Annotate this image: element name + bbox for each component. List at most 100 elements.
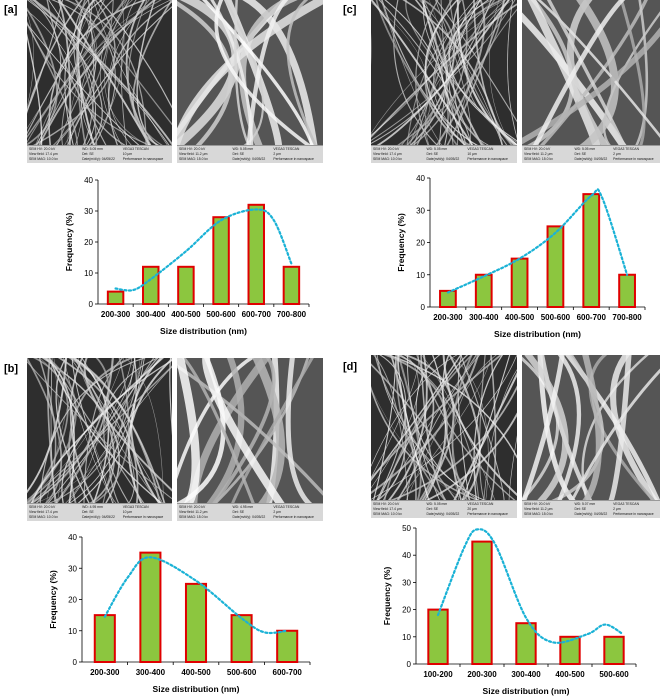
bar-200-300 bbox=[106, 290, 125, 306]
panel-label-d: [d] bbox=[343, 361, 358, 373]
sem-info-text: 2 μm bbox=[273, 510, 281, 515]
sem-info-text: 10 μm bbox=[122, 510, 133, 515]
y-axis-label: Frequency (%) bbox=[64, 213, 74, 272]
y-tick-label: 20 bbox=[402, 606, 411, 615]
fit-curve bbox=[114, 208, 293, 292]
bar-600-700 bbox=[582, 193, 601, 308]
sem-info-text: 20 μm bbox=[467, 507, 477, 512]
sem-info-text: SEM HV: 20.0 kV bbox=[29, 147, 56, 151]
x-tick-label: 700-800 bbox=[612, 313, 642, 322]
sem-info-text: SEM HV: 20.0 kV bbox=[179, 147, 206, 151]
x-tick-label: 200-300 bbox=[433, 313, 463, 322]
sem-info-text: SEM MAG: 15.0 kx bbox=[524, 157, 553, 162]
sem-info-text: SEM HV: 20.0 kV bbox=[524, 147, 551, 151]
sem-info-bar: SEM HV: 20.0 kV WD: 5.05 mm VEGA3 TESCAN Vi… bbox=[177, 145, 323, 163]
sem-info-text: SEM MAG: 10.0 kx bbox=[373, 157, 402, 162]
y-tick-label: 50 bbox=[402, 524, 411, 533]
sem-info-text: 2 μm bbox=[613, 507, 621, 512]
sem-info-bar: SEM HV: 20.0 kV WD: 5.05 mm VEGA3 TESCAN Vi… bbox=[371, 500, 517, 518]
sem-info-text: SEM HV: 20.0 kV bbox=[524, 502, 551, 506]
sem-fibres bbox=[27, 358, 172, 504]
sem-info-text: 10 μm bbox=[122, 152, 133, 157]
bar-500-600 bbox=[212, 216, 230, 305]
y-tick-label: 10 bbox=[84, 269, 93, 278]
sem-info-text: Det: SE bbox=[232, 152, 245, 157]
x-tick-label: 100-200 bbox=[423, 670, 453, 679]
sem-info-bar: SEM HV: 20.0 kV WD: 5.07 mm VEGA3 TESCAN Vi… bbox=[522, 500, 660, 518]
sem-image-c-left: SEM HV: 20.0 kV WD: 5.05 mm VEGA3 TESCAN Vi… bbox=[371, 0, 517, 163]
sem-info-text: VEGA3 TESCAN bbox=[613, 147, 640, 151]
sem-info-text: WD: 5.05 mm bbox=[82, 147, 103, 151]
y-tick-label: 30 bbox=[68, 564, 77, 573]
sem-fibres bbox=[177, 358, 323, 504]
sem-image-a-left: SEM HV: 20.0 kV WD: 5.05 mm VEGA3 TESCAN Vi… bbox=[27, 0, 172, 163]
sem-fibres bbox=[522, 355, 660, 501]
sem-info-text: Date(m/d/y): 04/05/22 bbox=[574, 512, 608, 517]
sem-info-text: Det: SE bbox=[574, 507, 587, 512]
sem-info-text: VEGA3 TESCAN bbox=[273, 505, 300, 509]
y-tick-label: 40 bbox=[402, 551, 411, 560]
sem-info-text: VEGA3 TESCAN bbox=[613, 502, 640, 506]
sem-info-text: Performance in nanospace bbox=[467, 157, 508, 162]
sem-info-text: WD: 4.95 mm bbox=[232, 505, 254, 509]
x-axis-label: Size distribution (nm) bbox=[160, 326, 247, 336]
x-tick-label: 600-700 bbox=[273, 668, 303, 677]
x-tick-label: 400-500 bbox=[171, 310, 201, 319]
sem-image-b-right: SEM HV: 20.0 kV WD: 4.95 mm VEGA3 TESCAN Vi… bbox=[177, 358, 323, 521]
x-tick-label: 300-400 bbox=[511, 670, 541, 679]
sem-info-text: VEGA3 TESCAN bbox=[273, 147, 300, 151]
x-tick-label: 700-800 bbox=[277, 310, 307, 319]
sem-image-d-right: SEM HV: 20.0 kV WD: 5.07 mm VEGA3 TESCAN Vi… bbox=[522, 355, 660, 518]
x-tick-label: 500-600 bbox=[599, 670, 629, 679]
bar-400-500 bbox=[184, 582, 208, 663]
x-tick-label: 600-700 bbox=[242, 310, 272, 319]
bar-500-600 bbox=[546, 225, 565, 308]
sem-info-text: 2 μm bbox=[613, 152, 621, 157]
sem-info-text: SEM MAG: 15.0 kx bbox=[179, 515, 208, 520]
bar-200-300 bbox=[439, 289, 457, 308]
sem-fibres bbox=[177, 0, 323, 146]
sem-info-text: Date(m/d/y): 04/05/22 bbox=[82, 157, 115, 162]
y-tick-label: 10 bbox=[68, 627, 77, 636]
sem-info-text: WD: 5.05 mm bbox=[232, 147, 254, 151]
x-tick-label: 500-600 bbox=[227, 668, 257, 677]
sem-info-text: Det: SE bbox=[426, 507, 439, 512]
sem-fibres bbox=[522, 0, 660, 146]
y-tick-label: 0 bbox=[73, 658, 78, 667]
y-tick-label: 40 bbox=[416, 174, 425, 183]
y-tick-label: 20 bbox=[68, 596, 77, 605]
y-tick-label: 0 bbox=[89, 300, 94, 309]
sem-info-text: View field: 17.4 μm bbox=[373, 507, 402, 512]
x-axis-label: Size distribution (nm) bbox=[483, 686, 570, 696]
sem-info-text: SEM HV: 20.0 kV bbox=[29, 505, 56, 509]
x-tick-label: 500-600 bbox=[541, 313, 571, 322]
y-tick-label: 30 bbox=[84, 207, 93, 216]
sem-info-text: Performance in nanospace bbox=[613, 512, 654, 517]
sem-info-text: 10 μm bbox=[467, 152, 477, 157]
sem-info-text: 2 μm bbox=[273, 152, 281, 157]
sem-info-text: WD: 5.07 mm bbox=[574, 502, 596, 506]
sem-image-d-left: SEM HV: 20.0 kV WD: 5.05 mm VEGA3 TESCAN Vi… bbox=[371, 355, 517, 518]
x-tick-label: 200-300 bbox=[101, 310, 131, 319]
bar-500-600 bbox=[603, 635, 625, 665]
x-tick-label: 400-500 bbox=[505, 313, 535, 322]
sem-info-text: View field: 11.2 μm bbox=[524, 507, 553, 512]
fit-curve bbox=[446, 188, 629, 294]
sem-info-bar: SEM HV: 20.0 kV WD: 4.95 mm VEGA3 TESCAN Vi… bbox=[177, 503, 323, 521]
y-tick-label: 20 bbox=[416, 239, 425, 248]
sem-info-text: Det: SE bbox=[426, 152, 439, 157]
bar-700-800 bbox=[282, 265, 301, 305]
bar-400-500 bbox=[177, 265, 195, 305]
x-tick-label: 200-300 bbox=[467, 670, 497, 679]
sem-info-text: View field: 11.2 μm bbox=[179, 152, 208, 157]
sem-info-text: WD: 5.05 mm bbox=[574, 147, 596, 151]
sem-info-text: View field: 11.2 μm bbox=[524, 152, 553, 157]
sem-info-text: Performance in nanospace bbox=[273, 515, 314, 520]
x-tick-label: 300-400 bbox=[469, 313, 499, 322]
fit-curve bbox=[103, 556, 289, 635]
x-axis-label: Size distribution (nm) bbox=[153, 684, 240, 694]
sem-image-c-right: SEM HV: 20.0 kV WD: 5.05 mm VEGA3 TESCAN Vi… bbox=[522, 0, 660, 163]
x-tick-label: 400-500 bbox=[181, 668, 211, 677]
